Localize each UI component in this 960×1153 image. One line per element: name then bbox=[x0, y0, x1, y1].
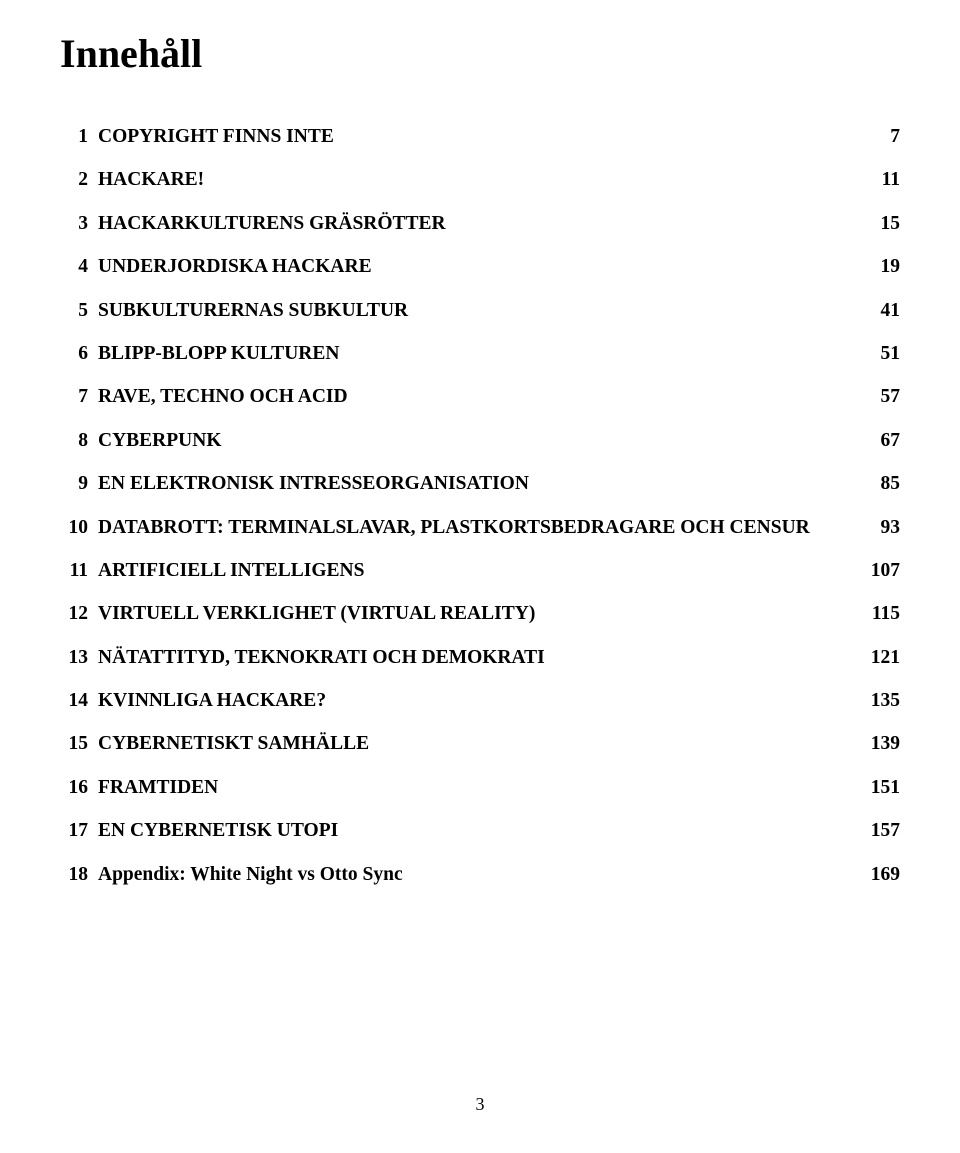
toc-row: 11 ARTIFICIELL INTELLIGENS 107 bbox=[60, 559, 900, 582]
toc-page-number: 19 bbox=[860, 255, 900, 278]
toc-chapter-number: 3 bbox=[60, 212, 88, 235]
toc-row: 18 Appendix: White Night vs Otto Sync 16… bbox=[60, 863, 900, 886]
toc-chapter-label: NÄTATTITYD, TEKNOKRATI OCH DEMOKRATI bbox=[88, 646, 860, 669]
table-of-contents: 1 COPYRIGHT FINNS INTE 7 2 HACKARE! 11 3… bbox=[60, 125, 900, 886]
toc-chapter-label: CYBERNETISKT SAMHÄLLE bbox=[88, 732, 860, 755]
toc-row: 17 EN CYBERNETISK UTOPI 157 bbox=[60, 819, 900, 842]
toc-page-number: 135 bbox=[860, 689, 900, 712]
toc-row: 16 FRAMTIDEN 151 bbox=[60, 776, 900, 799]
toc-chapter-number: 14 bbox=[60, 689, 88, 712]
toc-chapter-label: BLIPP-BLOPP KULTUREN bbox=[88, 342, 860, 365]
toc-row: 2 HACKARE! 11 bbox=[60, 168, 900, 191]
toc-row: 7 RAVE, TECHNO OCH ACID 57 bbox=[60, 385, 900, 408]
toc-page-number: 41 bbox=[860, 299, 900, 322]
toc-page-number: 151 bbox=[860, 776, 900, 799]
toc-chapter-number: 13 bbox=[60, 646, 88, 669]
toc-chapter-label: SUBKULTURERNAS SUBKULTUR bbox=[88, 299, 860, 322]
toc-row: 9 EN ELEKTRONISK INTRESSEORGANISATION 85 bbox=[60, 472, 900, 495]
toc-page-number: 51 bbox=[860, 342, 900, 365]
toc-page-number: 67 bbox=[860, 429, 900, 452]
toc-chapter-number: 9 bbox=[60, 472, 88, 495]
toc-row: 3 HACKARKULTURENS GRÄSRÖTTER 15 bbox=[60, 212, 900, 235]
toc-chapter-label: DATABROTT: TERMINALSLAVAR, PLASTKORTSBED… bbox=[88, 516, 860, 539]
toc-page-number: 15 bbox=[860, 212, 900, 235]
toc-chapter-number: 1 bbox=[60, 125, 88, 148]
toc-chapter-label: HACKARE! bbox=[88, 168, 860, 191]
toc-chapter-label: Appendix: White Night vs Otto Sync bbox=[88, 863, 860, 886]
toc-chapter-number: 2 bbox=[60, 168, 88, 191]
toc-page-number: 139 bbox=[860, 732, 900, 755]
toc-chapter-number: 4 bbox=[60, 255, 88, 278]
toc-page-number: 85 bbox=[860, 472, 900, 495]
toc-chapter-number: 12 bbox=[60, 602, 88, 625]
toc-row: 1 COPYRIGHT FINNS INTE 7 bbox=[60, 125, 900, 148]
toc-page-number: 115 bbox=[860, 602, 900, 625]
toc-row: 13 NÄTATTITYD, TEKNOKRATI OCH DEMOKRATI … bbox=[60, 646, 900, 669]
toc-chapter-label: EN CYBERNETISK UTOPI bbox=[88, 819, 860, 842]
toc-chapter-label: KVINNLIGA HACKARE? bbox=[88, 689, 860, 712]
toc-chapter-label: FRAMTIDEN bbox=[88, 776, 860, 799]
toc-chapter-number: 5 bbox=[60, 299, 88, 322]
toc-chapter-label: HACKARKULTURENS GRÄSRÖTTER bbox=[88, 212, 860, 235]
toc-row: 12 VIRTUELL VERKLIGHET (VIRTUAL REALITY)… bbox=[60, 602, 900, 625]
toc-chapter-number: 10 bbox=[60, 516, 88, 539]
toc-chapter-label: VIRTUELL VERKLIGHET (VIRTUAL REALITY) bbox=[88, 602, 860, 625]
toc-title: Innehåll bbox=[60, 30, 900, 77]
toc-chapter-label: UNDERJORDISKA HACKARE bbox=[88, 255, 860, 278]
toc-chapter-number: 11 bbox=[60, 559, 88, 582]
toc-page-number: 57 bbox=[860, 385, 900, 408]
page-number-footer: 3 bbox=[0, 1094, 960, 1115]
toc-chapter-number: 18 bbox=[60, 863, 88, 886]
toc-chapter-label: EN ELEKTRONISK INTRESSEORGANISATION bbox=[88, 472, 860, 495]
toc-chapter-label: COPYRIGHT FINNS INTE bbox=[88, 125, 860, 148]
toc-chapter-number: 6 bbox=[60, 342, 88, 365]
toc-page-number: 169 bbox=[860, 863, 900, 886]
toc-chapter-label: RAVE, TECHNO OCH ACID bbox=[88, 385, 860, 408]
toc-row: 6 BLIPP-BLOPP KULTUREN 51 bbox=[60, 342, 900, 365]
toc-row: 14 KVINNLIGA HACKARE? 135 bbox=[60, 689, 900, 712]
page: Innehåll 1 COPYRIGHT FINNS INTE 7 2 HACK… bbox=[0, 0, 960, 1153]
toc-row: 4 UNDERJORDISKA HACKARE 19 bbox=[60, 255, 900, 278]
toc-chapter-number: 17 bbox=[60, 819, 88, 842]
toc-page-number: 107 bbox=[860, 559, 900, 582]
toc-row: 5 SUBKULTURERNAS SUBKULTUR 41 bbox=[60, 299, 900, 322]
toc-chapter-label: ARTIFICIELL INTELLIGENS bbox=[88, 559, 860, 582]
toc-page-number: 93 bbox=[860, 516, 900, 539]
toc-row: 8 CYBERPUNK 67 bbox=[60, 429, 900, 452]
toc-chapter-number: 15 bbox=[60, 732, 88, 755]
toc-page-number: 157 bbox=[860, 819, 900, 842]
toc-chapter-number: 7 bbox=[60, 385, 88, 408]
toc-page-number: 7 bbox=[860, 125, 900, 148]
toc-chapter-number: 16 bbox=[60, 776, 88, 799]
toc-page-number: 11 bbox=[860, 168, 900, 191]
toc-chapter-number: 8 bbox=[60, 429, 88, 452]
toc-row: 15 CYBERNETISKT SAMHÄLLE 139 bbox=[60, 732, 900, 755]
toc-chapter-label: CYBERPUNK bbox=[88, 429, 860, 452]
toc-row: 10 DATABROTT: TERMINALSLAVAR, PLASTKORTS… bbox=[60, 516, 900, 539]
toc-page-number: 121 bbox=[860, 646, 900, 669]
